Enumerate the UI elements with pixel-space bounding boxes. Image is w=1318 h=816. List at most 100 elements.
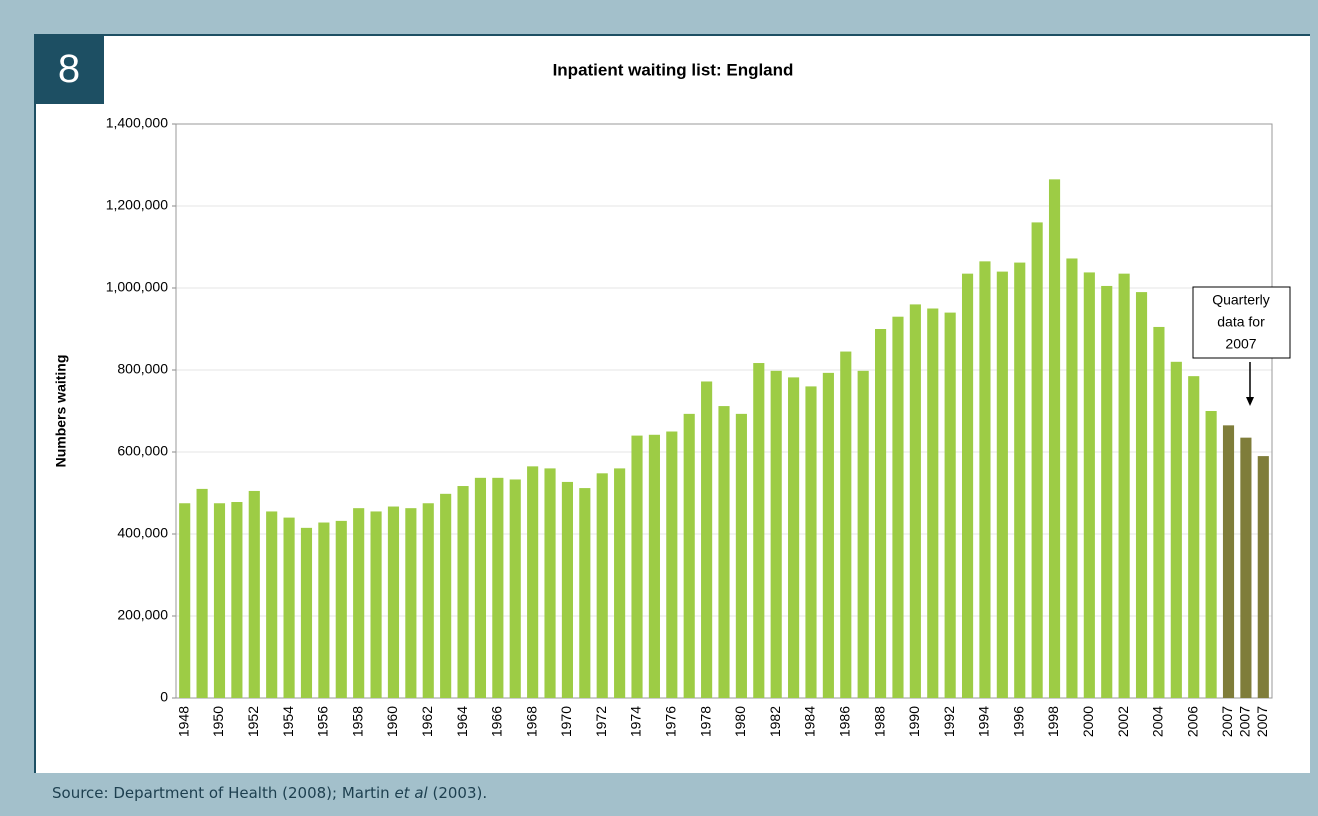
- bar: [179, 503, 191, 698]
- bar: [1083, 272, 1095, 698]
- annotation-arrowhead: [1246, 397, 1254, 406]
- bar: [927, 308, 939, 698]
- x-tick-label: 1978: [697, 706, 713, 737]
- source-text: et al: [394, 784, 428, 802]
- bar: [300, 527, 313, 698]
- bar: [596, 473, 608, 698]
- bar: [631, 435, 643, 698]
- x-tick-label: 1948: [175, 706, 191, 737]
- bar: [840, 351, 852, 698]
- x-tick-label: 2004: [1150, 706, 1166, 737]
- bar: [892, 316, 904, 698]
- bar: [387, 506, 400, 698]
- bar: [422, 503, 434, 698]
- x-tick-label: 1954: [280, 706, 296, 737]
- bar: [1118, 273, 1130, 698]
- source-note: Source: Department of Health (2008); Mar…: [52, 784, 487, 802]
- y-tick-label: 0: [160, 689, 168, 705]
- chart-title: Inpatient waiting list: England: [553, 60, 794, 79]
- y-tick-label: 600,000: [117, 443, 168, 459]
- x-tick-label: 1976: [663, 706, 679, 737]
- x-tick-label: 1982: [767, 706, 783, 737]
- bar: [909, 304, 921, 698]
- x-tick-label: 1988: [871, 706, 887, 737]
- bar: [213, 503, 226, 698]
- bar: [770, 370, 782, 698]
- x-tick-label: 1968: [523, 706, 539, 737]
- x-tick-label: 1960: [384, 706, 400, 737]
- bar: [979, 261, 991, 698]
- x-tick-label: 1970: [558, 706, 574, 737]
- x-tick-label: 1998: [1045, 706, 1061, 737]
- bar: [544, 468, 556, 698]
- x-tick-label: 1994: [976, 706, 992, 737]
- x-tick-label: 2007: [1219, 706, 1235, 737]
- bar: [996, 271, 1008, 698]
- x-tick-label: 2007: [1237, 706, 1253, 737]
- bar: [266, 511, 278, 698]
- bar: [1170, 361, 1182, 698]
- bar: [1257, 456, 1269, 698]
- bar: [701, 381, 713, 698]
- bar: [648, 434, 660, 698]
- y-tick-label: 1,000,000: [106, 279, 168, 295]
- bar: [1048, 179, 1061, 699]
- bar: [1066, 258, 1078, 698]
- x-tick-label: 1950: [210, 706, 226, 737]
- bar: [318, 522, 330, 698]
- bar: [561, 481, 573, 698]
- bar: [718, 406, 730, 698]
- bar: [1101, 285, 1113, 698]
- bar: [231, 502, 243, 698]
- bar: [822, 372, 834, 698]
- bar: [248, 490, 260, 698]
- bar: [474, 477, 487, 698]
- x-tick-label: 1962: [419, 706, 435, 737]
- bar: [405, 508, 417, 698]
- y-axis-label: Numbers waiting: [53, 355, 69, 468]
- x-tick-label: 1974: [628, 706, 644, 737]
- bar: [370, 511, 382, 698]
- y-tick-label: 1,200,000: [106, 197, 168, 213]
- bar: [283, 517, 295, 698]
- x-tick-label: 1966: [489, 706, 505, 737]
- source-text: Source: Department of Health (2008); Mar…: [52, 784, 395, 802]
- bar: [1240, 437, 1252, 698]
- annotation-text: 2007: [1225, 336, 1256, 352]
- x-tick-label: 2007: [1254, 706, 1270, 737]
- y-tick-label: 400,000: [117, 525, 168, 541]
- bar: [492, 477, 504, 698]
- x-tick-label: 1972: [593, 706, 609, 737]
- x-tick-label: 1996: [1010, 706, 1026, 737]
- bar: [961, 273, 974, 698]
- bar: [788, 377, 800, 698]
- y-tick-label: 800,000: [117, 361, 168, 377]
- bar: [735, 413, 747, 698]
- bar: [1222, 425, 1235, 698]
- bar: [440, 493, 452, 698]
- bar: [509, 479, 521, 698]
- bar: [1031, 222, 1043, 698]
- bar: [527, 466, 539, 698]
- x-tick-label: 2002: [1115, 706, 1131, 737]
- bar: [1153, 326, 1165, 698]
- x-tick-label: 1956: [315, 706, 331, 737]
- bar: [857, 370, 869, 698]
- source-text: (2003).: [427, 784, 488, 802]
- bar: [1188, 376, 1200, 698]
- annotation-text: data for: [1217, 314, 1265, 330]
- bar: [1205, 411, 1217, 698]
- bar: [353, 508, 365, 698]
- annotation-text: Quarterly: [1212, 292, 1270, 308]
- bar: [196, 488, 208, 698]
- x-tick-label: 1984: [802, 706, 818, 737]
- bar: [457, 486, 469, 698]
- bar: [1135, 292, 1148, 698]
- x-tick-label: 1964: [454, 706, 470, 737]
- x-tick-label: 1958: [349, 706, 365, 737]
- annotation-box: [1192, 286, 1291, 359]
- bar: [753, 363, 765, 698]
- x-tick-label: 1980: [732, 706, 748, 737]
